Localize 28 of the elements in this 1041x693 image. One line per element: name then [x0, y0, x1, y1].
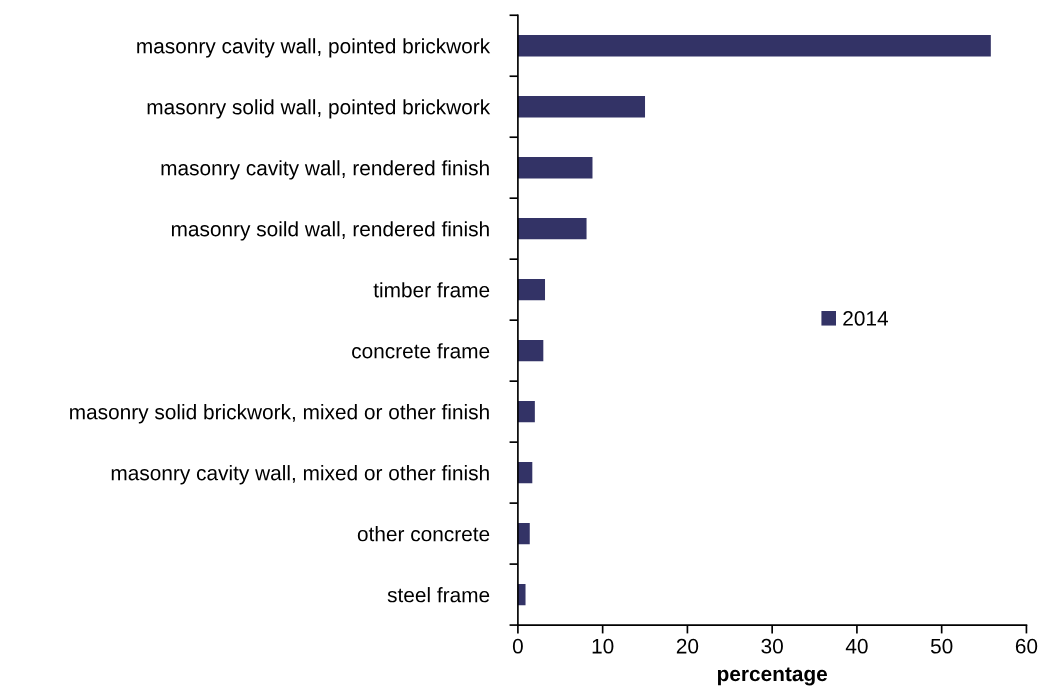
x-tick-label: 40	[845, 638, 868, 654]
y-tick-label: concrete frame	[352, 343, 490, 359]
y-tick-label: masonry soild wall, rendered finish	[171, 221, 489, 241]
y-tick-label: masonry cavity wall, pointed brickwork	[137, 38, 491, 58]
x-tick-label: 0	[512, 638, 523, 654]
bar	[517, 583, 526, 606]
bar	[517, 339, 544, 362]
bar	[517, 35, 991, 57]
x-tick-label: 10	[592, 638, 614, 654]
y-tick-label: steel frame	[387, 587, 490, 603]
bar	[517, 96, 646, 118]
y-tick-label: timber frame	[373, 282, 490, 298]
bar	[517, 522, 530, 545]
y-tick-label: masonry cavity wall, mixed or other finish	[111, 465, 489, 485]
x-tick-label: 30	[761, 638, 783, 654]
legend-label: 2014	[843, 311, 888, 326]
bar	[517, 279, 546, 301]
y-tick-label: other concrete	[357, 526, 490, 542]
x-tick-label: 50	[930, 638, 953, 654]
bar	[517, 218, 587, 240]
x-tick-label: 60	[1015, 638, 1038, 654]
bar	[517, 157, 593, 179]
bar	[517, 400, 535, 423]
x-tick-label: 20	[676, 638, 699, 654]
x-axis-title: percentage	[717, 667, 828, 686]
y-tick-label: masonry solid wall, pointed brickwork	[147, 99, 491, 119]
y-tick-label: masonry cavity wall, rendered finish	[161, 160, 489, 180]
y-tick-label: masonry solid brickwork, mixed or other finish	[70, 404, 489, 424]
